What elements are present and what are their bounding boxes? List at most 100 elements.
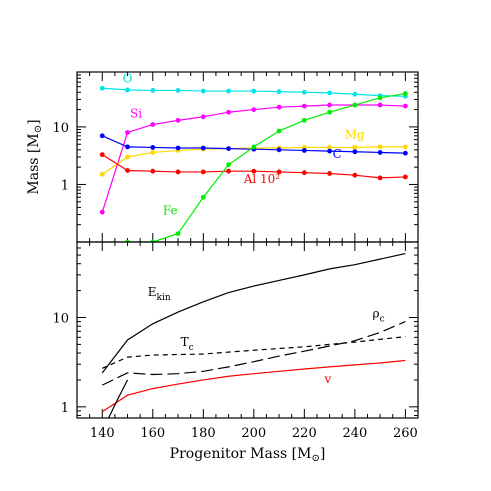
data-point-fe (377, 95, 383, 101)
top-panel-mass-yields: 1 10 O Si MgC Al 10² Fe Mass [M⊙] (26, 71, 419, 243)
data-point-o (352, 91, 358, 97)
data-point-c (301, 148, 307, 153)
data-point-fe (352, 102, 358, 108)
data-point-o (99, 85, 105, 91)
y-tick-label: 10 (52, 311, 69, 326)
series-line-e (101, 252, 406, 374)
data-point-c (125, 144, 130, 150)
data-point-c (150, 145, 156, 150)
x-tick-label: 160 (140, 426, 165, 441)
data-point-o (327, 90, 332, 96)
data-point-al-10 (175, 169, 181, 175)
x-tick-label: 240 (342, 426, 367, 441)
data-point-o (200, 88, 206, 94)
data-point-si (377, 102, 383, 108)
series-label-t: Tc (181, 335, 194, 353)
series-line-v (101, 359, 406, 413)
data-point-o (125, 87, 130, 93)
series-line-rho (101, 321, 406, 386)
bottom-series (101, 252, 406, 418)
data-point-fe (402, 91, 408, 96)
y-axis-title: Mass [M⊙] (26, 119, 44, 194)
data-point-si (175, 117, 181, 123)
data-point-fe (226, 162, 231, 168)
data-point-o (150, 88, 156, 93)
data-point-c (327, 148, 332, 154)
data-point-mg (125, 154, 130, 160)
data-point-fe (251, 144, 257, 150)
data-point-al-10 (200, 169, 206, 175)
series-label-c: C (333, 147, 342, 161)
data-point-fe (175, 231, 181, 236)
top-series (99, 85, 408, 242)
series-line-t (102, 336, 406, 369)
x-tick-label: 140 (90, 426, 115, 441)
y-tick-label: 10 (52, 121, 69, 136)
data-point-fe (276, 128, 282, 134)
series-label-o: O (123, 72, 133, 86)
data-point-si (301, 103, 307, 109)
data-point-fe (301, 117, 307, 123)
data-point-si (226, 109, 231, 115)
data-point-al-10 (402, 174, 408, 180)
data-point-si (150, 122, 156, 127)
data-point-al-10 (327, 171, 332, 176)
data-point-si (327, 102, 332, 108)
data-point-al-10 (352, 172, 358, 178)
data-point-si (402, 103, 408, 109)
data-point-mg (327, 145, 332, 150)
data-point-al-10 (99, 152, 105, 158)
data-point-mg (150, 150, 156, 155)
series-line-si (101, 104, 406, 213)
y-tick-label: 1 (61, 401, 69, 416)
data-point-c (352, 149, 358, 155)
data-point-mg (402, 144, 408, 150)
series-label-si: Si (130, 107, 142, 121)
x-axis-title: Progenitor Mass [M⊙] (170, 446, 326, 464)
plot-frame (76, 241, 419, 419)
data-point-si (276, 104, 282, 110)
series-line-fe (127, 92, 406, 242)
data-point-al-10 (301, 170, 307, 176)
data-point-al-10 (276, 169, 282, 175)
data-point-o (251, 88, 257, 94)
bottom-panel-explosion-properties: 140 160 180 200 220 240 260 1 10 Ekin Tc ρc v Progeni… (52, 241, 419, 464)
series-label-v: v (324, 372, 332, 386)
data-point-c (276, 147, 282, 153)
data-point-si (125, 130, 130, 135)
data-point-o (175, 88, 181, 93)
data-point-c (377, 150, 383, 155)
data-point-c (175, 145, 181, 151)
data-point-o (276, 89, 282, 95)
data-point-mg (377, 144, 383, 150)
data-point-si (251, 107, 257, 112)
data-point-o (301, 89, 307, 95)
data-point-si (200, 114, 206, 120)
series-label-mg: Mg (345, 127, 365, 141)
x-tick-label: 200 (241, 426, 266, 441)
data-point-mg (352, 145, 358, 150)
data-point-c (200, 145, 206, 151)
x-tick-label: 180 (191, 426, 216, 441)
data-point-fe (200, 194, 206, 200)
data-point-al-10 (125, 168, 130, 173)
series-label-e: Ekin (148, 285, 171, 303)
series-label-al-10: Al 10² (243, 172, 281, 186)
data-point-c (226, 146, 231, 151)
data-point-al-10 (150, 168, 156, 174)
data-point-mg (99, 171, 105, 177)
data-point-si (99, 209, 105, 215)
x-tick-label: 220 (292, 426, 317, 441)
data-point-al-10 (251, 168, 257, 174)
data-point-c (402, 150, 408, 156)
x-tick-label: 260 (393, 426, 418, 441)
data-point-c (99, 133, 105, 139)
series-label-fe: Fe (163, 204, 178, 218)
data-point-al-10 (377, 175, 383, 181)
series-label-rho: ρc (373, 306, 385, 324)
data-point-fe (327, 109, 332, 115)
data-point-o (226, 88, 231, 94)
series-line-unlabeled (107, 379, 129, 418)
y-tick-label: 1 (61, 178, 69, 193)
